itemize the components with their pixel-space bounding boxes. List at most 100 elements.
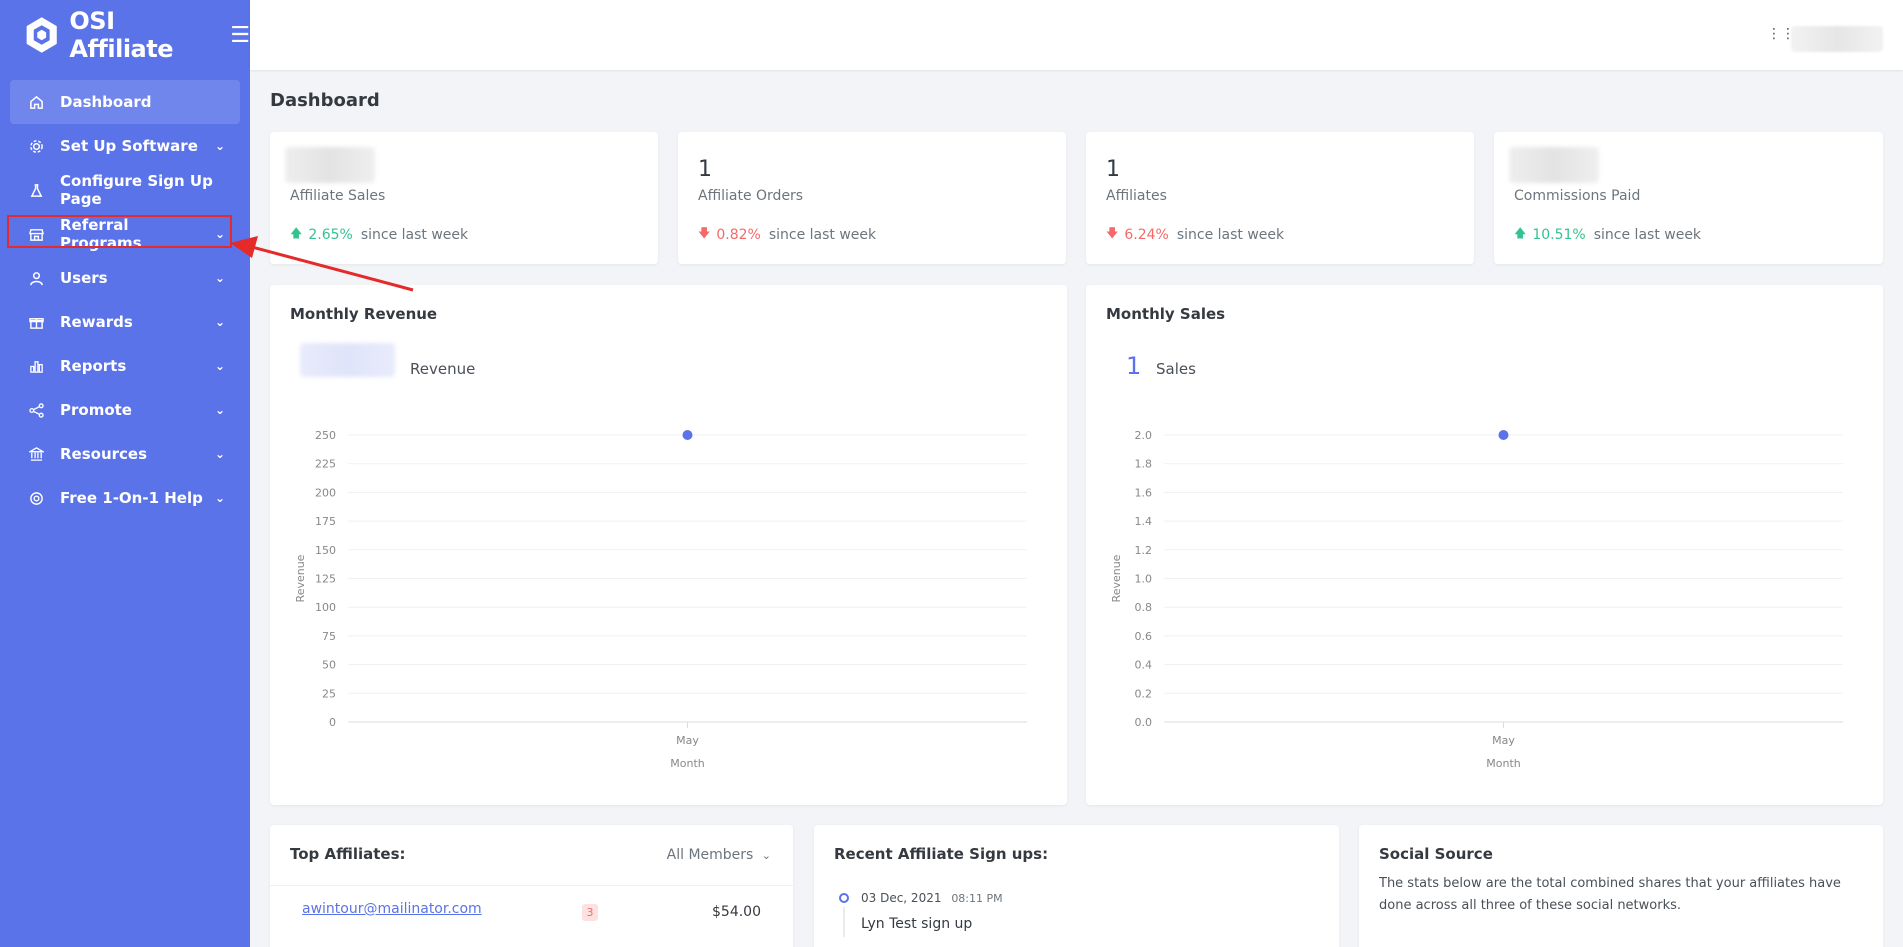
sidebar-item-referral-programs[interactable]: Referral Programs ⌄: [10, 212, 240, 256]
arrow-down-icon: 🡇: [698, 226, 711, 240]
sidebar-item-label: Resources: [60, 445, 148, 463]
stat-value: 1: [1106, 157, 1120, 182]
x-axis-label: Month: [670, 757, 705, 770]
topbar: ⋮⋮: [250, 0, 1903, 70]
brand[interactable]: OSI Affiliate ☰: [0, 0, 250, 70]
change-since: since last week: [1593, 226, 1702, 243]
card-title: Top Affiliates:: [290, 845, 406, 863]
sidebar-item-label: Users: [60, 269, 108, 287]
chevron-down-icon: ⌄: [214, 271, 226, 285]
card-title: Social Source: [1379, 845, 1493, 863]
stat-label: Affiliate Sales: [290, 188, 386, 204]
timeline-dot-icon: [839, 893, 849, 903]
stat-label: Affiliates: [1106, 188, 1167, 204]
logo-icon: [26, 17, 57, 53]
y-tick-label: 225: [315, 458, 336, 471]
chevron-down-icon: ⌄: [214, 447, 226, 461]
y-tick-label: 0.0: [1135, 716, 1153, 729]
revenue-chart: 0 25 50 75 100 125 150 175 200 225 250 May Month Reve…: [294, 429, 1027, 770]
change-percent: 2.65%: [308, 226, 353, 243]
chevron-down-icon: ⌄: [761, 849, 771, 862]
sidebar-item-label: Free 1-On-1 Help: [60, 489, 203, 507]
x-tick-label: May: [1492, 734, 1515, 747]
lifebuoy-icon: [28, 490, 44, 506]
chevron-down-icon: ⌄: [214, 403, 226, 417]
sidebar-item-label: Promote: [60, 401, 132, 419]
top-affiliates-card: Top Affiliates: All Members ⌄ awintour@m…: [270, 825, 793, 947]
y-tick-label: 125: [315, 573, 336, 586]
bank-icon: [28, 446, 44, 462]
y-tick-label: 0.2: [1135, 687, 1153, 700]
timeline-event: Lyn Test sign up: [861, 916, 973, 932]
stat-value: 1: [698, 157, 712, 182]
y-tick-label: 0.4: [1135, 659, 1153, 672]
change-since: since last week: [1176, 226, 1285, 243]
card-title: Recent Affiliate Sign ups:: [834, 845, 1049, 863]
y-tick-label: 0.6: [1135, 630, 1153, 643]
sidebar-item-users[interactable]: Users ⌄: [10, 256, 240, 300]
stat-label: Affiliate Orders: [698, 188, 804, 204]
data-point: [682, 430, 693, 440]
sales-chart: 0.0 0.2 0.4 0.6 0.8 1.0 1.2 1.4 1.6 1.8 2.0 May Mont…: [1110, 429, 1843, 770]
sidebar-item-set-up-software[interactable]: Set Up Software ⌄: [10, 124, 240, 168]
y-tick-label: 175: [315, 515, 336, 528]
affiliate-email-link[interactable]: awintour@mailinator.com: [302, 901, 482, 917]
change-since: since last week: [768, 226, 877, 243]
sidebar-item-free-help[interactable]: Free 1-On-1 Help ⌄: [10, 476, 240, 520]
y-tick-label: 1.6: [1135, 486, 1153, 499]
monthly-sales-card: Monthly Sales 1 Sales 0.0 0.2 0.4 0.6 0.8 1.0…: [1086, 285, 1883, 805]
y-tick-label: 2.0: [1135, 429, 1153, 442]
sidebar-item-configure-sign-up-page[interactable]: Configure Sign Up Page: [10, 168, 240, 212]
sidebar-item-label: Referral Programs: [60, 216, 142, 252]
sidebar-item-label: Reports: [60, 357, 127, 375]
y-tick-label: 75: [322, 630, 336, 643]
stat-card-affiliates: 1 Affiliates 🡇 6.24% since last week: [1086, 132, 1474, 264]
x-tick-label: May: [676, 734, 699, 747]
y-tick-label: 50: [322, 659, 336, 672]
stat-label: Commissions Paid: [1514, 188, 1641, 204]
sidebar-item-rewards[interactable]: Rewards ⌄: [10, 300, 240, 344]
user-icon: [28, 270, 44, 286]
apps-grid-icon[interactable]: ⋮⋮: [1767, 26, 1795, 42]
card-title: Monthly Sales: [1106, 305, 1226, 323]
gift-icon: [28, 314, 44, 330]
data-point: [1498, 430, 1509, 440]
y-axis-label: Revenue: [1110, 554, 1123, 602]
affiliate-amount: $54.00: [712, 904, 761, 920]
timeline-time: 08:11 PM: [951, 892, 1003, 905]
page-title: Dashboard: [270, 90, 380, 111]
sidebar-menu: Dashboard Set Up Software ⌄ Configure Si…: [0, 70, 250, 530]
x-axis-label: Month: [1486, 757, 1521, 770]
sidebar-item-label: Rewards: [60, 313, 133, 331]
sidebar-item-dashboard[interactable]: Dashboard: [10, 80, 240, 124]
sidebar-item-label: Configure Sign Up Page: [60, 172, 213, 208]
store-icon: [28, 226, 44, 242]
monthly-revenue-card: Monthly Revenue Revenue 0 25 50 75 100 125 150…: [270, 285, 1067, 805]
y-tick-label: 0: [329, 716, 336, 729]
sidebar: OSI Affiliate ☰ Dashboard Set Up Softwar…: [0, 0, 250, 947]
sidebar-item-resources[interactable]: Resources ⌄: [10, 432, 240, 476]
sidebar-item-promote[interactable]: Promote ⌄: [10, 388, 240, 432]
arrow-up-icon: 🡅: [290, 226, 303, 240]
card-title: Monthly Revenue: [290, 305, 438, 323]
bar-chart-icon: [28, 358, 44, 374]
sales-label: Sales: [1156, 360, 1196, 378]
y-tick-label: 250: [315, 429, 336, 442]
y-tick-label: 1.2: [1135, 544, 1153, 557]
stat-change: 🡇 0.82% since last week: [698, 224, 876, 245]
y-tick-label: 150: [315, 544, 336, 557]
filter-label: All Members: [666, 847, 754, 863]
hamburger-menu-icon[interactable]: ☰: [230, 22, 250, 48]
y-tick-label: 200: [315, 486, 336, 499]
user-menu[interactable]: [1791, 26, 1883, 52]
chevron-down-icon: ⌄: [214, 227, 226, 241]
change-percent: 10.51%: [1532, 226, 1586, 243]
change-percent: 0.82%: [716, 226, 761, 243]
social-source-card: Social Source The stats below are the to…: [1359, 825, 1883, 947]
y-tick-label: 0.8: [1135, 601, 1153, 614]
sidebar-item-reports[interactable]: Reports ⌄: [10, 344, 240, 388]
stat-card-commissions-paid: Commissions Paid 🡅 10.51% since last wee…: [1494, 132, 1883, 264]
members-filter-dropdown[interactable]: All Members ⌄: [667, 847, 771, 863]
home-icon: [28, 94, 44, 110]
sales-value: 1: [1126, 352, 1142, 380]
